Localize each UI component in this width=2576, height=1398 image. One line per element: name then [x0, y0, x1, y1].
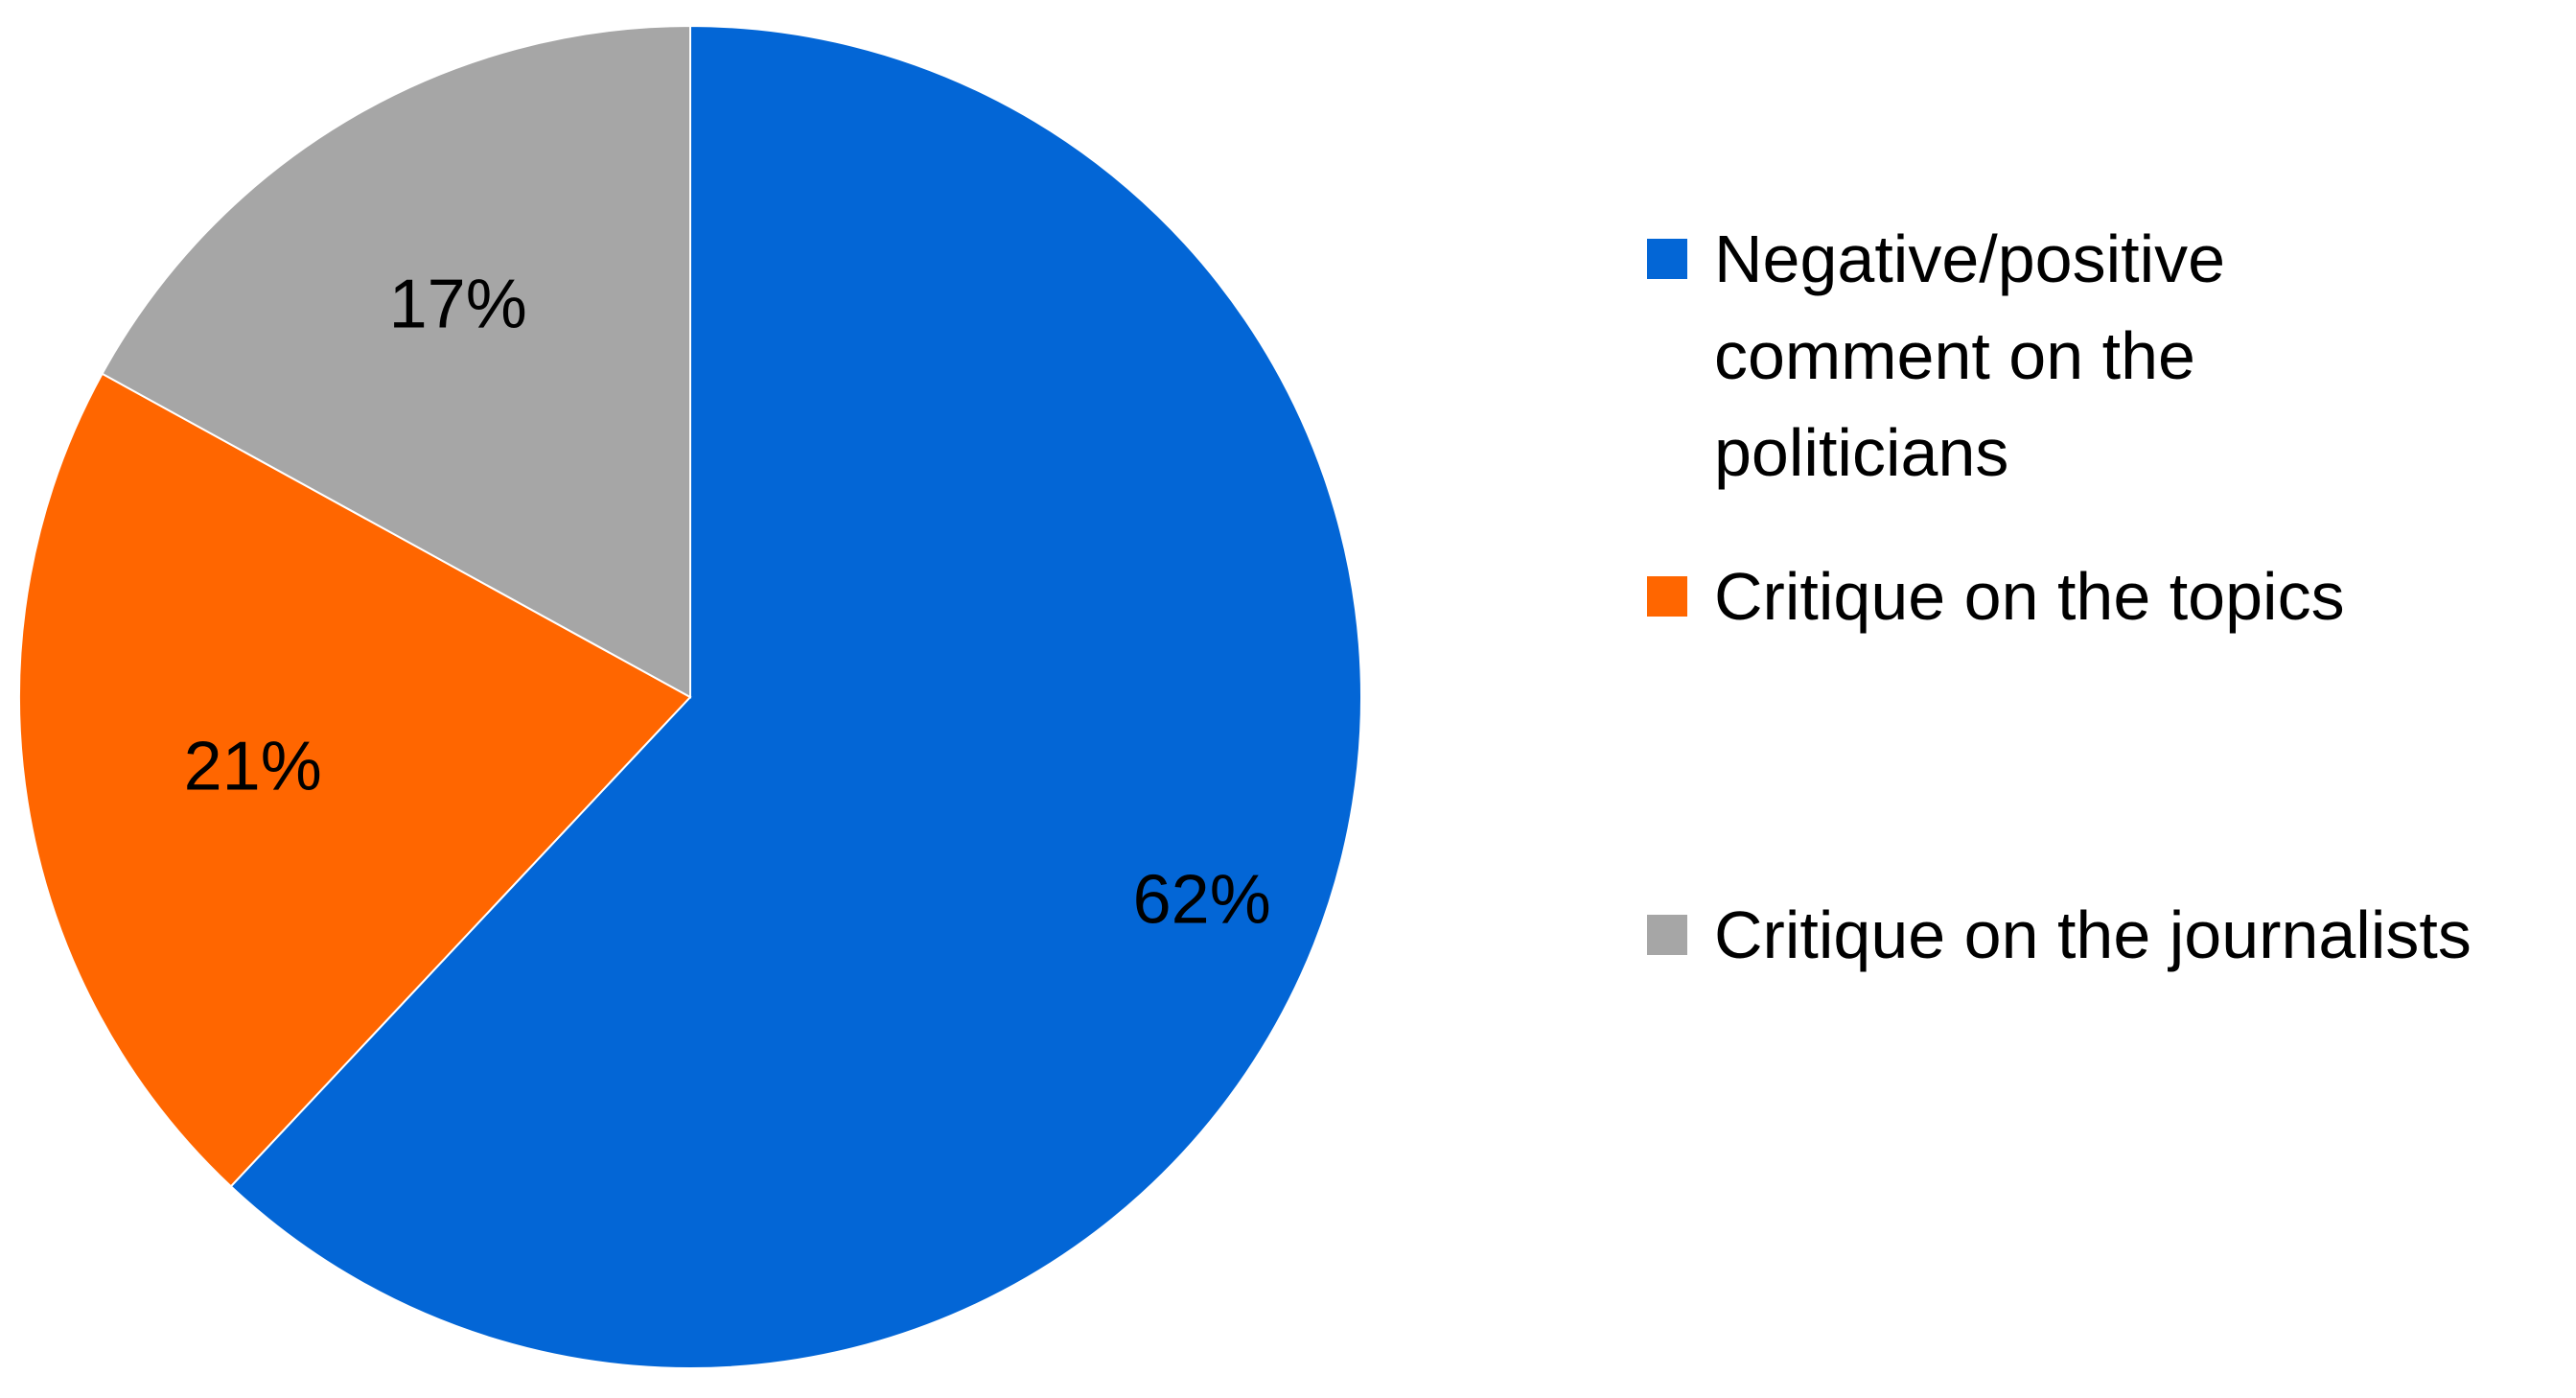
legend-swatch-negative-positive-comment-on-the-politicians — [1647, 239, 1687, 279]
legend-item-critique-on-the-journalists: Critique on the journalists — [1647, 897, 2472, 972]
legend-label-critique-on-the-journalists-line-1: Critique on the journalists — [1714, 897, 2472, 972]
pie-slice-critique-on-the-topics — [17, 372, 692, 1188]
legend-label-negative-positive-comment-on-the-politicians-line-3: politicians — [1714, 415, 2008, 490]
legend-swatch-critique-on-the-journalists — [1647, 915, 1687, 955]
data-label-critique-on-the-journalists: 17% — [389, 266, 527, 342]
legend-item-critique-on-the-topics: Critique on the topics — [1647, 559, 2345, 634]
legend-label-critique-on-the-topics-line-1: Critique on the topics — [1714, 559, 2345, 634]
legend-item-negative-positive-comment-on-the-politicians: Negative/positive comment on the politicia… — [1647, 221, 2225, 490]
pie-slices — [17, 24, 1362, 1369]
legend-label-negative-positive-comment-on-the-politicians-line-1: Negative/positive — [1714, 221, 2225, 296]
legend-label-negative-positive-comment-on-the-politicians-line-2: comment on the — [1714, 318, 2195, 393]
pie-slice-critique-on-the-journalists — [101, 24, 691, 699]
pie-slice-negative-positive-comment-on-the-politicians — [229, 24, 1362, 1369]
legend: Negative/positive comment on the politicia… — [1647, 221, 2472, 972]
data-label-critique-on-the-topics: 21% — [184, 728, 322, 804]
data-label-negative-positive-comment-on-the-politicians: 62% — [1133, 861, 1271, 938]
pie-data-labels: 62% 21% 17% — [184, 266, 1271, 938]
legend-swatch-critique-on-the-topics — [1647, 576, 1687, 617]
